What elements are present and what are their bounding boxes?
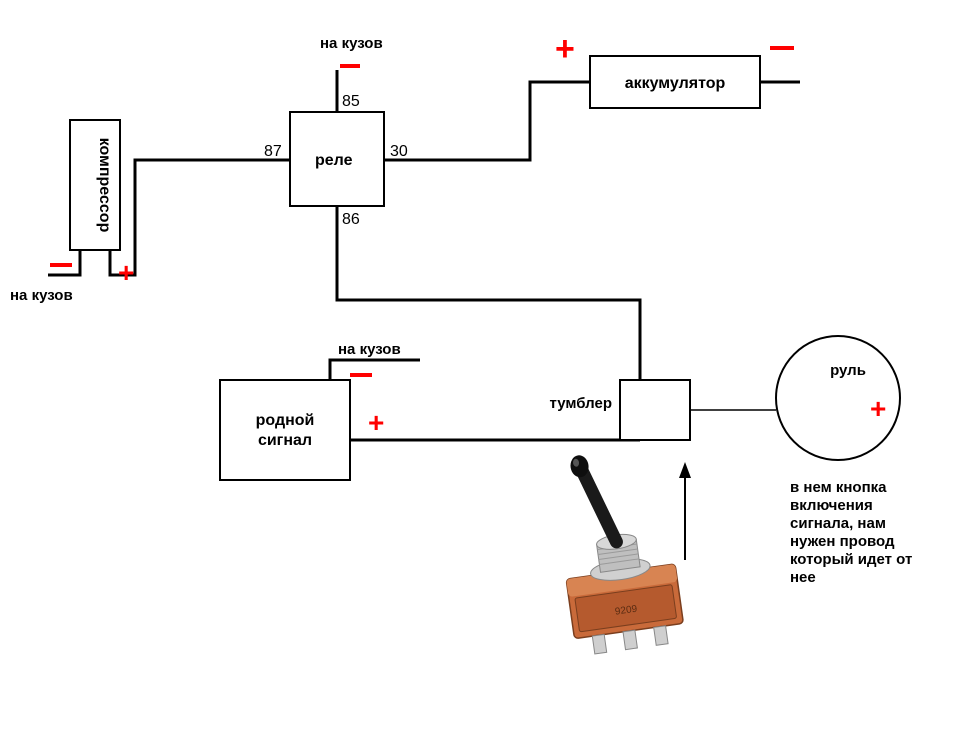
compressor-plus-icon: + bbox=[118, 257, 134, 288]
arrow-to-toggle bbox=[679, 462, 691, 560]
wire-relay-to-battery bbox=[384, 82, 590, 160]
relay-pin-87: 87 bbox=[264, 143, 282, 160]
wheel-note-2: включения bbox=[790, 497, 873, 514]
wheel-note-1: в нем кнопка bbox=[790, 479, 887, 496]
signal-top-label: на кузов bbox=[338, 341, 401, 358]
wheel-plus-icon: + bbox=[870, 393, 886, 424]
compressor-label: компрессор bbox=[96, 138, 113, 233]
wheel-note-3: сигнала, нам bbox=[790, 515, 886, 532]
native-signal-label-2: сигнал bbox=[258, 432, 312, 449]
wheel-note-4: нужен провод bbox=[790, 533, 895, 550]
wiring-diagram: компрессор реле 85 30 86 87 аккумулятор … bbox=[0, 0, 960, 729]
compressor-bottom-label: на кузов bbox=[10, 287, 73, 304]
native-signal-box bbox=[220, 380, 350, 480]
native-signal-label-1: родной bbox=[256, 412, 315, 429]
signal-plus-icon: + bbox=[368, 407, 384, 438]
relay-top-label: на кузов bbox=[320, 35, 383, 52]
wire-compressor-minus bbox=[48, 250, 80, 275]
toggle-box bbox=[620, 380, 690, 440]
wheel-label: руль bbox=[830, 362, 866, 379]
wire-signal-body bbox=[330, 360, 420, 380]
relay-pin-85: 85 bbox=[342, 93, 360, 110]
wheel-note-6: нее bbox=[790, 569, 816, 586]
wheel-note-5: который идет от bbox=[790, 551, 912, 568]
toggle-switch-photo: 9209 bbox=[549, 444, 686, 656]
battery-plus-icon: + bbox=[555, 30, 575, 68]
relay-pin-30: 30 bbox=[390, 143, 408, 160]
wire-relay-to-compressor bbox=[135, 160, 290, 250]
battery-label: аккумулятор bbox=[625, 75, 726, 92]
relay-pin-86: 86 bbox=[342, 211, 360, 228]
toggle-label: тумблер bbox=[550, 395, 613, 412]
relay-label: реле bbox=[315, 152, 353, 169]
